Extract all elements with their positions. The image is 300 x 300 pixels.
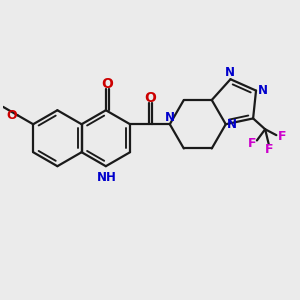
Text: O: O [7,109,17,122]
Text: NH: NH [97,171,116,184]
Text: N: N [227,118,237,131]
Text: F: F [278,130,286,143]
Text: N: N [257,84,268,97]
Text: F: F [264,143,273,156]
Text: O: O [145,91,157,105]
Text: O: O [101,77,113,91]
Text: N: N [165,111,175,124]
Text: F: F [248,137,257,151]
Text: N: N [225,66,235,79]
